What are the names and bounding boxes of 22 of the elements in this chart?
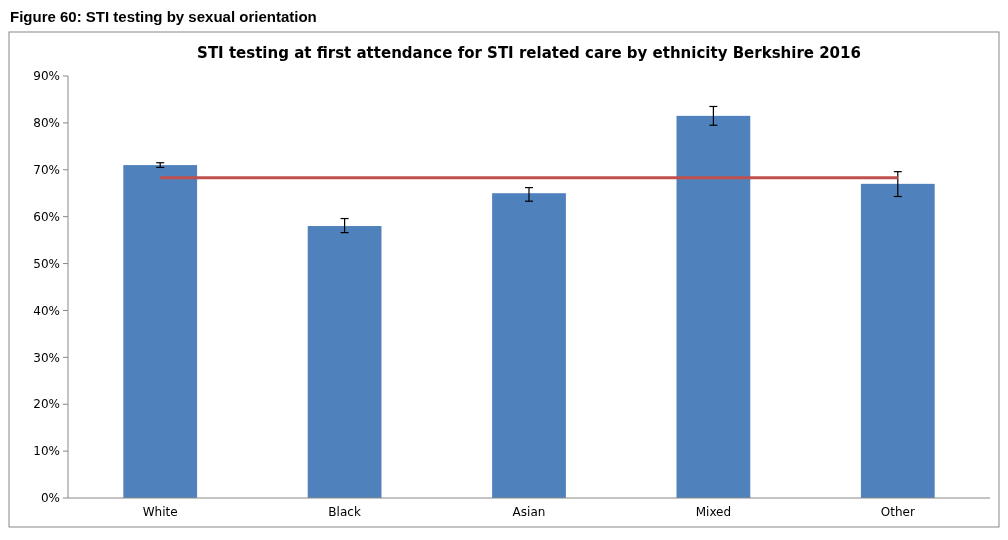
- caption: Figure 60: STI testing by sexual orientation: [10, 8, 317, 25]
- x-tick-label: Black: [328, 505, 361, 519]
- y-tick-label: 40%: [33, 303, 60, 318]
- bar: [676, 115, 751, 498]
- y-tick-label: 70%: [33, 162, 60, 177]
- x-tick-label: Other: [880, 505, 915, 519]
- y-tick-label: 10%: [33, 444, 60, 459]
- y-tick-label: 60%: [33, 209, 60, 224]
- bar: [307, 226, 382, 498]
- y-tick-label: 50%: [33, 256, 60, 271]
- y-tick-label: 80%: [33, 116, 60, 131]
- bar: [492, 193, 566, 498]
- y-tick-label: 20%: [33, 397, 60, 412]
- x-tick-label: Mixed: [695, 505, 732, 519]
- bar: [860, 183, 935, 498]
- chart-title: STI testing at first attendance for STI related care by ethnicity Berkshire 2016: [197, 44, 861, 62]
- y-tick-label: 30%: [33, 350, 60, 365]
- bar: [123, 165, 198, 498]
- x-tick-label: Asian: [512, 505, 546, 519]
- x-tick-label: White: [142, 505, 178, 519]
- y-tick-label: 90%: [33, 69, 60, 84]
- y-tick-label: 0%: [40, 491, 60, 506]
